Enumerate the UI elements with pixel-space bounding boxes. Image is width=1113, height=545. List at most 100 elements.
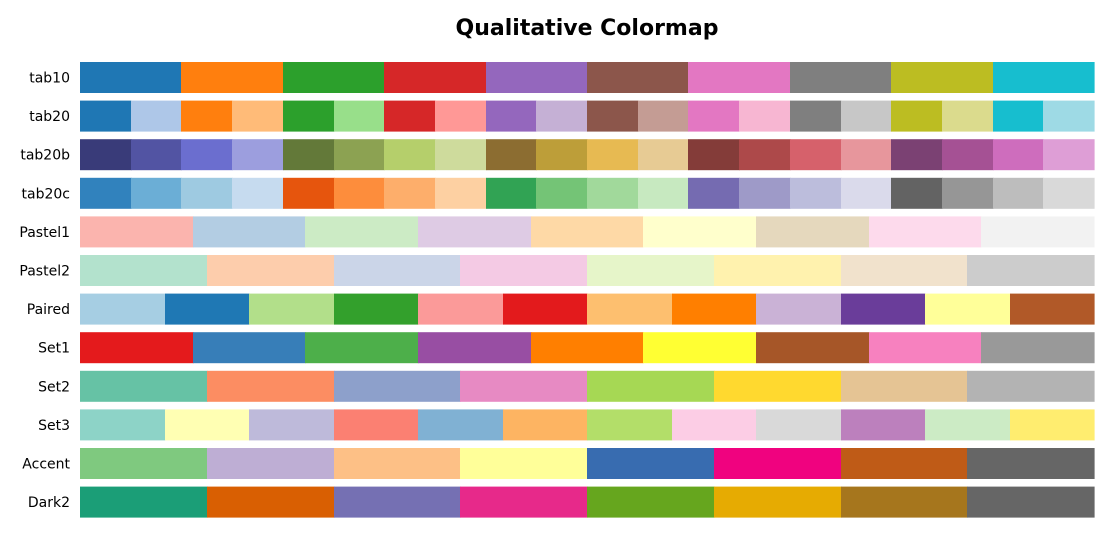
color-swatch <box>80 100 132 132</box>
color-swatch <box>460 486 588 518</box>
color-swatch <box>131 100 182 132</box>
color-swatch <box>869 332 982 364</box>
color-swatch <box>181 139 233 171</box>
color-swatch <box>207 255 335 286</box>
color-swatch <box>249 293 335 325</box>
color-swatch <box>283 177 335 209</box>
color-swatch <box>418 293 504 325</box>
color-swatch <box>165 293 250 325</box>
color-swatch <box>80 177 132 209</box>
color-swatch <box>841 370 968 402</box>
color-swatch <box>232 177 284 209</box>
color-swatch <box>739 139 791 171</box>
color-swatch <box>756 293 842 325</box>
color-swatch <box>841 139 892 171</box>
color-swatch <box>841 486 968 518</box>
color-swatch <box>967 255 1095 286</box>
color-swatch <box>80 486 208 518</box>
color-swatch <box>981 332 1095 364</box>
color-swatch <box>536 100 588 132</box>
colormap-row-tab10: tab10 <box>29 62 1095 93</box>
color-swatch <box>80 409 166 441</box>
row-label: Set2 <box>38 379 70 395</box>
colormap-row-set3: Set3 <box>38 409 1095 441</box>
color-swatch <box>587 100 639 132</box>
color-swatch <box>841 448 968 479</box>
color-swatch <box>80 448 208 479</box>
color-swatch <box>688 100 740 132</box>
color-swatch <box>587 177 639 209</box>
color-swatch <box>993 177 1044 209</box>
color-swatch <box>181 100 233 132</box>
color-swatch <box>460 370 588 402</box>
color-swatch <box>790 62 892 93</box>
color-swatch <box>638 177 689 209</box>
color-swatch <box>193 216 306 248</box>
color-swatch <box>207 448 335 479</box>
row-label: tab20 <box>29 109 70 125</box>
color-swatch <box>283 139 335 171</box>
row-label: tab20c <box>22 186 70 202</box>
chart-title: Qualitative Colormap <box>455 16 719 41</box>
color-swatch <box>283 100 335 132</box>
color-swatch <box>967 486 1095 518</box>
color-swatch <box>531 216 644 248</box>
color-swatch <box>993 100 1044 132</box>
row-label: tab10 <box>29 71 70 87</box>
color-swatch <box>841 177 892 209</box>
color-swatch <box>967 448 1095 479</box>
color-swatch <box>334 486 461 518</box>
color-swatch <box>384 139 436 171</box>
color-swatch <box>131 139 182 171</box>
color-swatch <box>891 62 994 93</box>
row-label: Dark2 <box>28 495 70 511</box>
color-swatch <box>460 448 588 479</box>
color-swatch <box>869 216 982 248</box>
color-swatch <box>1010 409 1095 441</box>
color-swatch <box>1043 177 1095 209</box>
color-swatch <box>1043 100 1095 132</box>
color-swatch <box>841 100 892 132</box>
color-swatch <box>334 255 461 286</box>
color-swatch <box>587 139 639 171</box>
color-swatch <box>486 100 537 132</box>
color-swatch <box>891 177 943 209</box>
colormap-row-set1: Set1 <box>38 332 1095 364</box>
color-swatch <box>739 100 791 132</box>
row-label: Set3 <box>38 418 70 434</box>
color-swatch <box>790 177 842 209</box>
color-swatch <box>503 293 588 325</box>
color-swatch <box>305 216 419 248</box>
color-swatch <box>967 370 1095 402</box>
color-swatch <box>503 409 588 441</box>
color-swatch <box>334 448 461 479</box>
color-swatch <box>756 332 870 364</box>
colormap-row-paired: Paired <box>27 293 1095 325</box>
color-swatch <box>756 216 870 248</box>
color-swatch <box>131 177 182 209</box>
color-swatch <box>486 177 537 209</box>
color-swatch <box>384 100 436 132</box>
color-swatch <box>232 100 284 132</box>
colormap-row-accent: Accent <box>22 448 1095 479</box>
color-swatch <box>942 177 994 209</box>
color-swatch <box>587 448 715 479</box>
color-swatch <box>80 139 132 171</box>
row-label: Paired <box>27 302 70 318</box>
color-swatch <box>80 332 194 364</box>
color-swatch <box>486 62 588 93</box>
color-swatch <box>891 139 943 171</box>
color-swatch <box>80 370 208 402</box>
color-swatch <box>587 370 715 402</box>
color-swatch <box>181 62 284 93</box>
color-swatch <box>283 62 385 93</box>
color-swatch <box>672 293 757 325</box>
row-label: Set1 <box>38 341 70 357</box>
color-swatch <box>714 255 842 286</box>
color-swatch <box>536 139 588 171</box>
color-swatch <box>384 62 487 93</box>
color-swatch <box>643 216 757 248</box>
color-swatch <box>714 370 842 402</box>
color-swatch <box>165 409 250 441</box>
